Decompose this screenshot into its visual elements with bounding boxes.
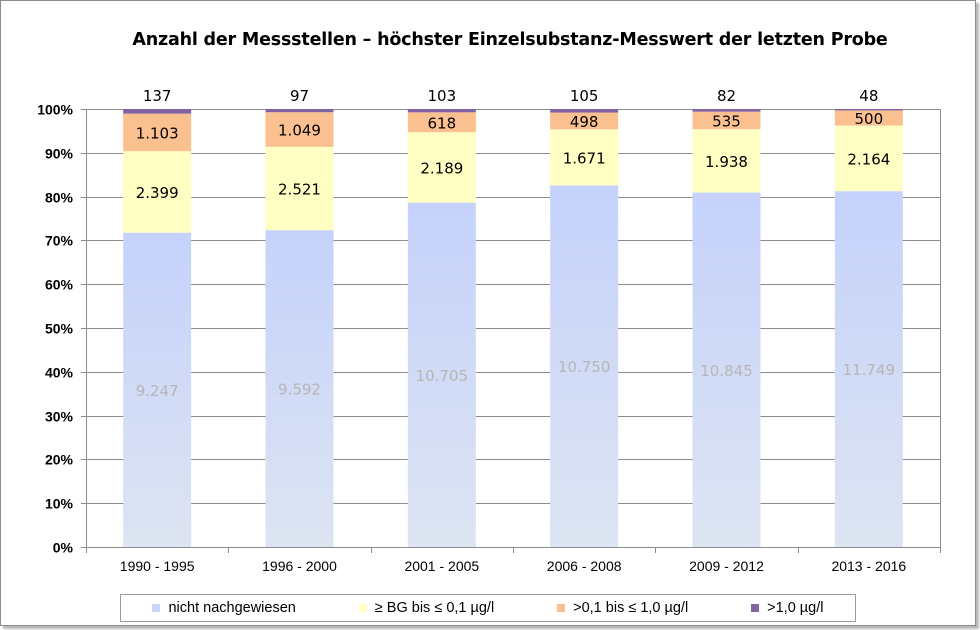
bar-segment	[550, 109, 619, 113]
y-tick-label: 50%	[45, 321, 74, 337]
y-tick-label: 70%	[45, 233, 74, 249]
data-label: 618	[428, 114, 457, 132]
bar-segment	[265, 146, 334, 231]
data-label: 500	[855, 110, 884, 128]
y-tick-label: 10%	[45, 496, 74, 512]
data-label: 82	[717, 87, 736, 105]
bar-segment	[692, 109, 761, 112]
y-tick-label: 60%	[45, 277, 74, 293]
bar-segment	[834, 191, 903, 548]
data-label: 1.671	[563, 149, 606, 167]
data-label: 1.103	[136, 124, 179, 142]
legend-swatch	[557, 604, 566, 612]
data-label: 498	[570, 113, 599, 131]
legend-label: >0,1 bis ≤ 1,0 µg/l	[573, 600, 689, 616]
data-label: 10.705	[416, 367, 469, 385]
x-tick-label: 2006 - 2008	[547, 558, 622, 574]
data-label: 9.592	[278, 381, 321, 399]
x-tick-label: 1996 - 2000	[262, 558, 337, 574]
y-tick-label: 80%	[45, 190, 74, 206]
data-label: 10.750	[558, 358, 611, 376]
data-label: 535	[712, 112, 741, 130]
x-tick-label: 1990 - 1995	[120, 558, 195, 574]
data-label: 1.938	[705, 153, 748, 171]
legend-label: nicht nachgewiesen	[168, 600, 296, 616]
data-label: 105	[570, 87, 599, 105]
data-label: 137	[143, 87, 172, 105]
bar-segment	[834, 110, 903, 126]
legend-item: >0,1 bis ≤ 1,0 µg/l	[557, 600, 688, 616]
legend: nicht nachgewiesen ≥ BG bis ≤ 0,1 µg/l >0,…	[120, 594, 856, 622]
data-label: 2.521	[278, 180, 321, 198]
bar-segment	[550, 112, 619, 130]
data-label: 10.845	[700, 362, 753, 380]
bar-segment	[265, 109, 334, 113]
legend-label: >1,0 µg/l	[767, 600, 824, 616]
bar-segment	[265, 112, 334, 147]
bar-segment	[265, 230, 334, 547]
bar-segment	[550, 129, 619, 186]
legend-item: ≥ BG bis ≤ 0,1 µg/l	[358, 600, 495, 616]
bar-segment	[123, 109, 192, 114]
data-label: 103	[428, 87, 457, 105]
data-label: 2.189	[420, 159, 463, 177]
data-label: 97	[290, 87, 309, 105]
bar-segment	[123, 113, 192, 152]
y-tick-label: 20%	[45, 452, 74, 468]
bar-segment	[550, 185, 619, 547]
data-label: 2.164	[847, 150, 890, 168]
data-label: 9.247	[136, 382, 179, 400]
x-tick-label: 2009 - 2012	[689, 558, 764, 574]
y-tick-label: 0%	[53, 540, 74, 556]
bar-segment	[692, 111, 761, 130]
chart-title: Anzahl der Messstellen – höchster Einzel…	[132, 30, 888, 50]
legend-swatch	[358, 604, 367, 612]
bar-segment	[407, 132, 476, 203]
bar-segment	[407, 109, 476, 113]
data-label: 11.749	[843, 361, 896, 379]
bar-segment	[834, 109, 903, 111]
legend-swatch	[751, 604, 760, 612]
bar-segment	[123, 151, 192, 233]
bar-segment	[692, 129, 761, 193]
data-label: 48	[859, 87, 878, 105]
data-label: 1.049	[278, 122, 321, 140]
y-tick-label: 40%	[45, 365, 74, 381]
data-label: 2.399	[136, 184, 179, 202]
legend-swatch	[152, 604, 161, 612]
legend-item: >1,0 µg/l	[751, 600, 823, 616]
legend-item: nicht nachgewiesen	[152, 600, 296, 616]
y-tick-label: 100%	[37, 102, 73, 118]
bar-segment	[123, 232, 192, 547]
legend-label: ≥ BG bis ≤ 0,1 µg/l	[374, 600, 495, 616]
y-tick-label: 90%	[45, 146, 74, 162]
bar-segment	[834, 125, 903, 192]
x-tick-label: 2001 - 2005	[404, 558, 479, 574]
bar-segment	[692, 192, 761, 548]
bar-segment	[407, 202, 476, 548]
x-tick-label: 2013 - 2016	[831, 558, 906, 574]
y-tick-label: 30%	[45, 409, 74, 425]
bar-segment	[407, 112, 476, 133]
